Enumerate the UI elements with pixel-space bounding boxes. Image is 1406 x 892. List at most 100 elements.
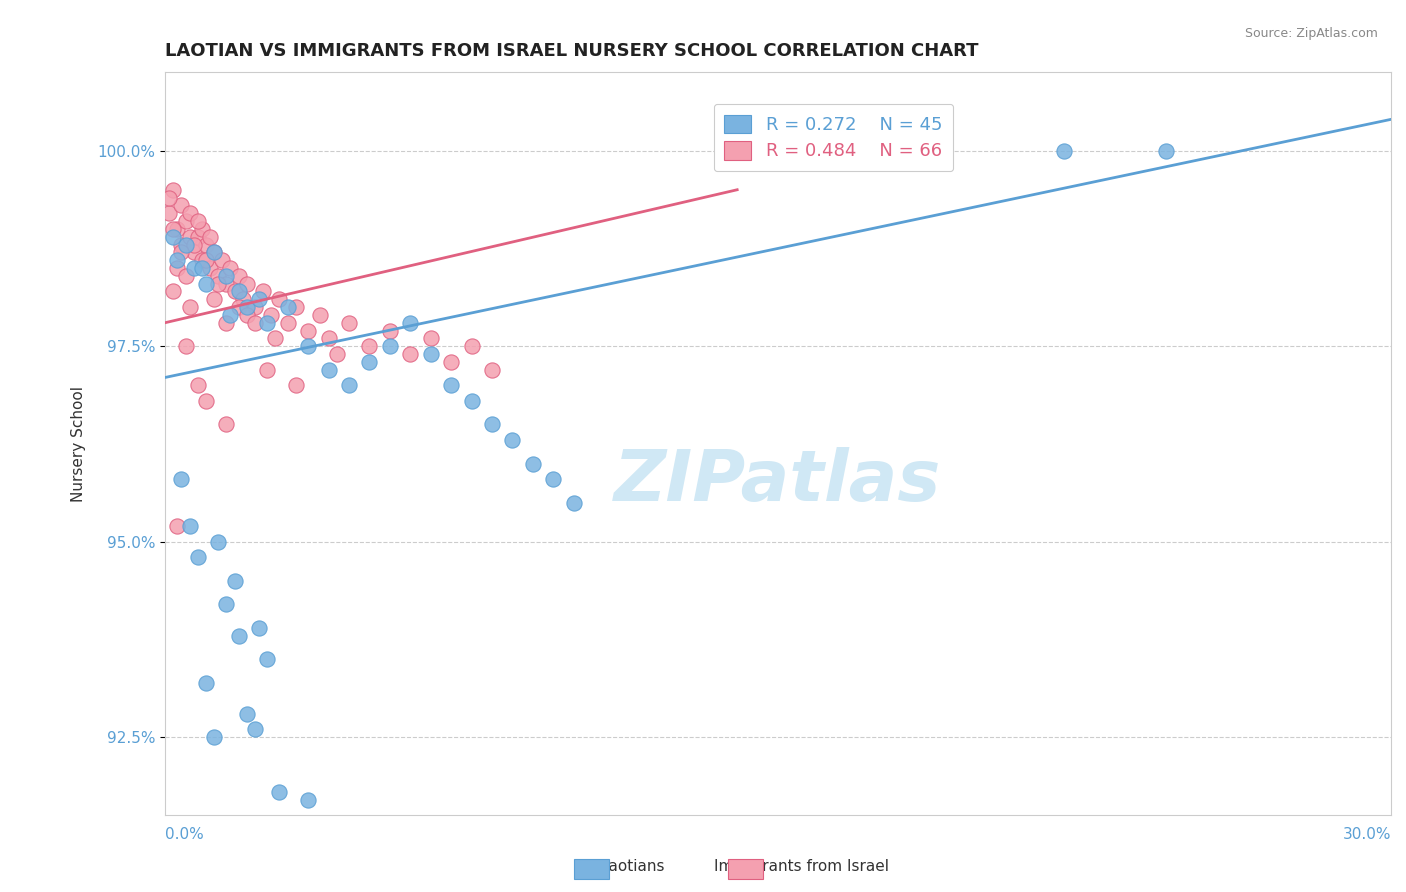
Point	[215, 597, 238, 611]
Point	[207, 534, 229, 549]
Point	[198, 229, 221, 244]
Text: Laotians: Laotians	[600, 859, 665, 874]
Point	[399, 316, 422, 330]
Text: ZIPatlas: ZIPatlas	[614, 447, 942, 516]
Point	[236, 300, 259, 314]
Point	[318, 362, 340, 376]
Point	[187, 550, 209, 565]
Point	[359, 339, 381, 353]
Point	[399, 347, 422, 361]
Point	[247, 621, 270, 635]
Point	[297, 793, 319, 807]
Point	[228, 629, 250, 643]
Point	[378, 339, 401, 353]
Point	[224, 574, 246, 588]
Point	[224, 285, 246, 299]
Point	[243, 723, 266, 737]
Point	[157, 206, 180, 220]
Point	[174, 214, 197, 228]
Point	[236, 277, 259, 291]
Point	[359, 355, 381, 369]
Point	[183, 237, 205, 252]
Point	[170, 472, 193, 486]
Point	[202, 245, 225, 260]
Point	[284, 300, 307, 314]
Point	[256, 652, 278, 666]
Point	[219, 308, 242, 322]
Point	[337, 378, 360, 392]
Point	[174, 268, 197, 283]
Point	[166, 222, 188, 236]
Point	[264, 331, 287, 345]
Point	[215, 417, 238, 432]
Legend: R = 0.272    N = 45, R = 0.484    N = 66: R = 0.272 N = 45, R = 0.484 N = 66	[713, 103, 953, 171]
Point	[260, 308, 283, 322]
Point	[202, 245, 225, 260]
Point	[187, 229, 209, 244]
Point	[157, 190, 180, 204]
Point	[501, 433, 523, 447]
Point	[179, 229, 201, 244]
Point	[228, 268, 250, 283]
Point	[162, 222, 184, 236]
Point	[191, 260, 214, 275]
Point	[378, 324, 401, 338]
Point	[543, 472, 565, 486]
Point	[191, 222, 214, 236]
Point	[174, 237, 197, 252]
Point	[166, 519, 188, 533]
Point	[460, 393, 482, 408]
Point	[228, 300, 250, 314]
Point	[236, 706, 259, 721]
Point	[183, 260, 205, 275]
Point	[194, 237, 217, 252]
Point	[211, 253, 233, 268]
Point	[247, 292, 270, 306]
Point	[419, 331, 441, 345]
Point	[277, 300, 299, 314]
Point	[243, 316, 266, 330]
Point	[440, 378, 463, 392]
Text: 0.0%: 0.0%	[165, 827, 204, 842]
Point	[481, 417, 503, 432]
Point	[256, 362, 278, 376]
Point	[187, 214, 209, 228]
Text: Immigrants from Israel: Immigrants from Israel	[714, 859, 889, 874]
Point	[337, 316, 360, 330]
Point	[170, 245, 193, 260]
Point	[191, 253, 214, 268]
Point	[460, 339, 482, 353]
Point	[297, 324, 319, 338]
Point	[215, 316, 238, 330]
Point	[170, 198, 193, 212]
Point	[562, 495, 585, 509]
Point	[219, 260, 242, 275]
Point	[277, 316, 299, 330]
Point	[202, 292, 225, 306]
Point	[194, 675, 217, 690]
Point	[522, 457, 544, 471]
Point	[325, 347, 347, 361]
Point	[284, 378, 307, 392]
Point	[440, 355, 463, 369]
Text: LAOTIAN VS IMMIGRANTS FROM ISRAEL NURSERY SCHOOL CORRELATION CHART: LAOTIAN VS IMMIGRANTS FROM ISRAEL NURSER…	[165, 42, 979, 60]
Point	[179, 300, 201, 314]
Point	[297, 339, 319, 353]
Point	[309, 308, 332, 322]
Point	[1053, 144, 1076, 158]
Point	[170, 237, 193, 252]
Point	[1154, 144, 1177, 158]
Point	[236, 308, 259, 322]
Point	[179, 206, 201, 220]
Point	[166, 260, 188, 275]
Point	[162, 229, 184, 244]
Point	[243, 300, 266, 314]
Point	[228, 285, 250, 299]
Point	[183, 245, 205, 260]
Point	[252, 285, 274, 299]
Point	[187, 378, 209, 392]
Text: 30.0%: 30.0%	[1343, 827, 1391, 842]
Point	[198, 260, 221, 275]
Point	[215, 277, 238, 291]
Point	[256, 316, 278, 330]
